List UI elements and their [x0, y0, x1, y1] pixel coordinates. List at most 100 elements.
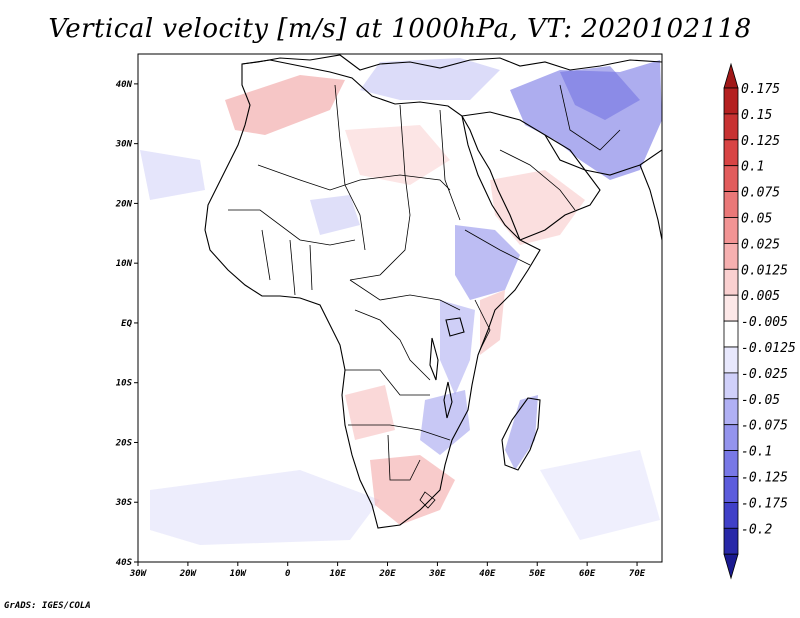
- colorbar-swatch: [723, 372, 739, 400]
- velocity-patch-east-africa: [440, 300, 475, 395]
- colorbar-swatch: [723, 346, 739, 374]
- grads-credit: GrADS: IGES/COLA: [4, 601, 91, 611]
- colorbar-swatch: [723, 294, 739, 322]
- velocity-patch-south-africa: [370, 455, 455, 525]
- arabia-coastline: [461, 111, 601, 241]
- x-tick-label: 30W: [129, 569, 148, 579]
- border-line: [257, 164, 451, 191]
- lake-malawi: [443, 381, 453, 419]
- plot-frame: [137, 53, 663, 563]
- europe-coastline: [241, 54, 662, 71]
- colorbar-swatch: [723, 320, 739, 348]
- border-line: [349, 279, 461, 311]
- plot-area: [137, 53, 663, 563]
- map-title: Vertical velocity [m/s] at 1000hPa, VT: …: [48, 14, 752, 44]
- persian-gulf-coast: [544, 134, 662, 176]
- madagascar-coastline: [501, 397, 541, 471]
- colorbar-swatch: [723, 242, 739, 270]
- y-tick-label: 40S: [116, 558, 133, 568]
- colorbar-label: 0.005: [741, 289, 780, 304]
- colorbar-swatch: [723, 217, 739, 244]
- velocity-patch-mozambique: [420, 390, 470, 455]
- velocity-patch-mediterranean: [360, 58, 500, 100]
- y-axis: 40N 30N 20N 10N EQ 10S 20S 30S 40S: [115, 80, 138, 568]
- y-tick-label: 40N: [116, 80, 133, 90]
- lake-victoria: [445, 317, 465, 337]
- coastlines: [204, 54, 662, 529]
- velocity-patch-sahara: [345, 125, 450, 185]
- x-tick-label: 60E: [579, 569, 596, 579]
- colorbar-label: 0.1: [741, 160, 764, 175]
- border-line: [349, 104, 411, 281]
- colorbar-label: 0.0125: [741, 263, 788, 278]
- colorbar-label: -0.05: [741, 393, 780, 408]
- border-line: [348, 424, 451, 441]
- india-coast: [639, 164, 662, 241]
- x-tick-label: 70E: [629, 569, 646, 579]
- border-line: [261, 229, 313, 296]
- velocity-patch-angola: [345, 385, 395, 440]
- velocity-patch-caspian-region: [560, 66, 640, 120]
- colorbar-label: 0.175: [741, 82, 780, 97]
- colorbar-label: -0.1: [741, 445, 772, 460]
- border-line: [439, 109, 461, 221]
- colorbar-swatch: [723, 450, 739, 477]
- colorbar-swatch: [723, 87, 739, 115]
- y-tick-label: 20S: [115, 438, 133, 448]
- border-line: [464, 229, 531, 266]
- colorbar-label: -0.125: [741, 471, 788, 486]
- x-tick-label: 0: [285, 569, 291, 579]
- x-tick-label: 20W: [179, 569, 198, 579]
- border-line: [387, 434, 421, 481]
- colorbar-swatch: [723, 165, 739, 192]
- country-borders: [228, 84, 621, 509]
- colorbar: 0.175 0.15 0.125 0.1 0.075 0.05 0.025 0.0125 0.0…: [723, 62, 796, 580]
- x-tick-label: 30E: [428, 569, 446, 579]
- colorbar-label: -0.075: [741, 419, 788, 434]
- velocity-patch-madagascar: [505, 395, 538, 470]
- colorbar-swatch: [723, 527, 739, 555]
- velocity-patch-southern-ocean: [150, 470, 380, 545]
- colorbar-swatch: [723, 191, 739, 218]
- velocity-field: [140, 58, 662, 545]
- border-line: [474, 299, 491, 351]
- colorbar-swatch: [723, 398, 739, 426]
- colorbar-swatch: [723, 501, 739, 529]
- africa-coastline: [204, 59, 541, 529]
- colorbar-label: -0.175: [741, 496, 788, 511]
- border-line: [499, 149, 576, 211]
- y-tick-label: 10N: [116, 259, 133, 269]
- border-line: [419, 491, 436, 509]
- x-axis: 30W 20W 10W 0 10E 20E 30E 40E 50E 60E 70E: [129, 562, 646, 579]
- x-tick-label: 10E: [329, 569, 346, 579]
- colorbar-bottom-arrow: [723, 553, 739, 580]
- colorbar-label: 0.125: [741, 134, 780, 149]
- y-tick-label: EQ: [121, 319, 132, 329]
- colorbar-swatch: [723, 268, 739, 296]
- colorbar-label: -0.025: [741, 367, 788, 382]
- x-tick-label: 50E: [529, 569, 546, 579]
- velocity-patch-atlas: [225, 75, 345, 135]
- velocity-patch-atlantic-north: [140, 150, 205, 200]
- border-line: [228, 209, 356, 246]
- x-tick-label: 20E: [378, 569, 396, 579]
- y-tick-label: 30N: [115, 140, 133, 150]
- colorbar-label: 0.075: [741, 186, 780, 201]
- y-tick-label: 20N: [115, 199, 133, 209]
- border-line: [334, 84, 366, 251]
- colorbar-swatch: [723, 424, 739, 452]
- lake-tanganyika: [429, 337, 439, 381]
- y-tick-label: 10S: [116, 379, 133, 389]
- colorbar-label: 0.025: [741, 237, 780, 252]
- colorbar-label: -0.005: [741, 315, 788, 330]
- border-line: [354, 309, 431, 381]
- colorbar-label: 0.05: [741, 212, 772, 227]
- velocity-patch-arabia: [490, 170, 585, 245]
- velocity-patch-sahel: [310, 195, 360, 235]
- colorbar-swatch: [723, 139, 739, 167]
- velocity-patch-ethiopian-highlands: [455, 225, 520, 300]
- colorbar-swatch: [723, 476, 739, 503]
- colorbar-top-arrow: [723, 62, 739, 89]
- velocity-patch-indian-ocean: [540, 450, 660, 540]
